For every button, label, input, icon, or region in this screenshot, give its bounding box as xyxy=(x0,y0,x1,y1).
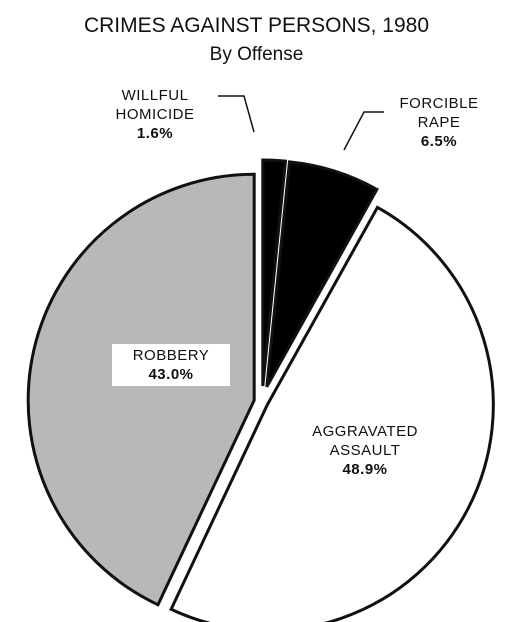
leader-line xyxy=(343,111,384,151)
slice-label: FORCIBLE RAPE 6.5% xyxy=(384,94,494,151)
chart-subtitle: By Offense xyxy=(209,44,304,65)
slice-category: FORCIBLE RAPE xyxy=(399,95,479,131)
chart-title: CRIMES AGAINST PERSONS, 1980 xyxy=(83,14,430,37)
pie-slice xyxy=(169,205,495,622)
pie-slice xyxy=(265,160,379,388)
slice-category: WILLFUL HOMICIDE xyxy=(115,87,195,123)
slice-value: 48.9% xyxy=(342,461,388,478)
slice-category: ROBBERY xyxy=(132,347,210,364)
slice-label: AGGRAVATED ASSAULT 48.9% xyxy=(290,422,440,479)
pie-slice xyxy=(261,158,288,387)
leader-line xyxy=(218,95,255,133)
slice-value: 1.6% xyxy=(136,125,174,142)
pie-slice xyxy=(26,172,256,607)
slice-value: 6.5% xyxy=(420,133,458,150)
slice-value: 43.0% xyxy=(148,366,194,383)
slice-label: ROBBERY 43.0% xyxy=(112,344,230,386)
slice-label: WILLFUL HOMICIDE 1.6% xyxy=(100,86,210,143)
slice-category: AGGRAVATED ASSAULT xyxy=(312,423,418,459)
